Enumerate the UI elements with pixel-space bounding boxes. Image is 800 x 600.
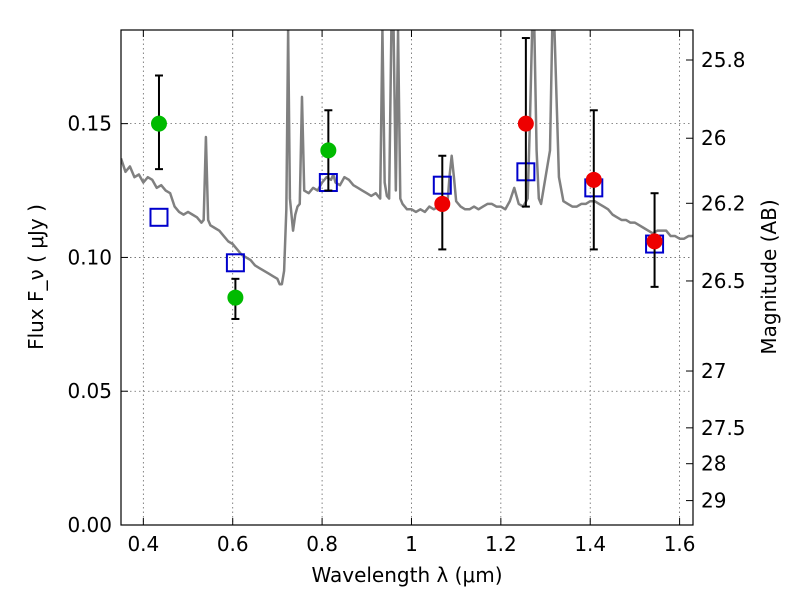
observed-point (585, 171, 602, 188)
x-tick-label: 1.2 (485, 532, 517, 556)
right-tick-label: 29 (701, 489, 726, 513)
observed-point (517, 115, 534, 132)
right-tick-label: 25.8 (701, 48, 746, 72)
right-tick-label: 28 (701, 452, 726, 476)
right-tick-label: 26.2 (701, 191, 746, 215)
observed-point (150, 115, 167, 132)
x-tick-label: 1.4 (574, 532, 606, 556)
data-layer (121, 30, 693, 320)
observed-point (227, 289, 244, 306)
observed-point (320, 142, 337, 159)
right-tick-label: 27.5 (701, 416, 746, 440)
y-axis-label: Flux F_ν ( μJy ) (24, 204, 48, 350)
x-tick-label: 0.8 (306, 532, 338, 556)
plot-frame (120, 29, 694, 526)
y-tick-label: 0.05 (67, 379, 112, 403)
right-tick-label: 26.5 (701, 269, 746, 293)
y-tick-label: 0.15 (67, 112, 112, 136)
ticks: 0.4 0.6 0.8 1 1.2 1.4 1.6 0.00 0.05 0.10 0.15 25.8 2… (67, 30, 746, 556)
grid (121, 30, 693, 525)
right-tick-label: 27 (701, 359, 726, 383)
model-photometry-square (225, 253, 245, 273)
y-tick-label: 0.10 (67, 245, 112, 269)
y-tick-label: 0.00 (67, 513, 112, 537)
x-tick-label: 1.6 (664, 532, 696, 556)
x-axis-label: Wavelength λ (μm) (311, 563, 502, 587)
x-tick-label: 1 (405, 532, 418, 556)
spectrum-line (121, 30, 693, 286)
x-tick-label: 0.4 (127, 532, 159, 556)
model-photometry-square (149, 207, 169, 227)
observed-point (434, 195, 451, 212)
x-tick-label: 0.6 (217, 532, 249, 556)
plot-area (121, 30, 693, 525)
observed-point (646, 233, 663, 250)
right-tick-label: 26 (701, 126, 726, 150)
right-axis-label: Magnitude (AB) (757, 199, 781, 354)
